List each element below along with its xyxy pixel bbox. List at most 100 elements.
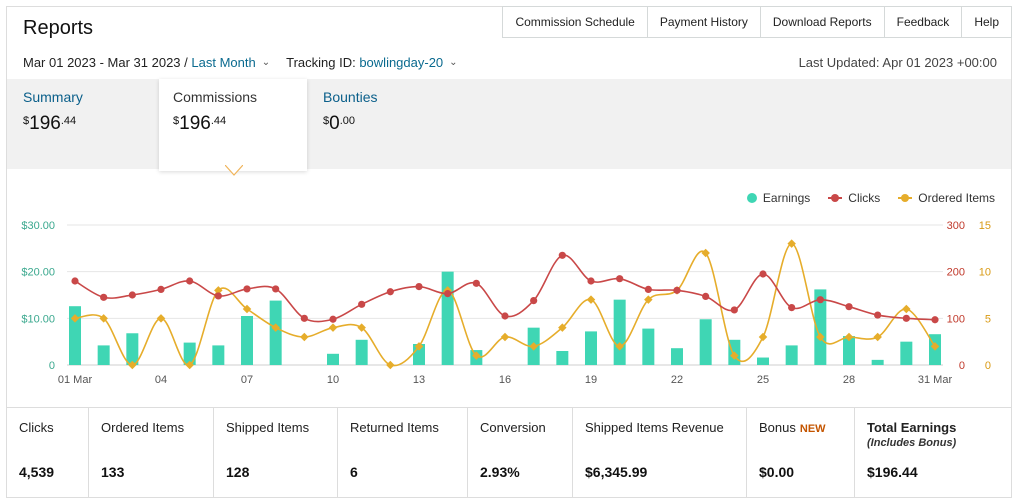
stat-label: Total Earnings <box>867 420 957 435</box>
clicks-point <box>444 290 452 298</box>
tab-bounties[interactable]: Bounties $0.00 <box>309 79 459 169</box>
stat-returned-items: Returned Items 6 <box>338 408 468 497</box>
clicks-point <box>358 300 366 308</box>
legend-label: Ordered Items <box>918 191 995 205</box>
y-right-clicks-tick-label: 200 <box>947 267 965 279</box>
ordered-items-point <box>844 332 854 342</box>
ordered-items-point <box>99 314 108 323</box>
ordered-items-point <box>328 323 338 332</box>
ordered-items-point <box>357 323 366 332</box>
earnings-chart: Earnings Clicks Ordered Items 0 0 0 $10.00 1… <box>7 175 1011 403</box>
y-left-tick-label: 0 <box>49 360 55 372</box>
legend-earnings[interactable]: Earnings <box>746 191 810 205</box>
clicks-line <box>74 254 936 323</box>
stat-total-earnings: Total Earnings (Includes Bonus) $196.44 <box>855 408 1011 497</box>
stat-label: Shipped Items <box>226 420 310 435</box>
y-right-items-tick-label: 15 <box>979 220 991 232</box>
earnings-bar <box>843 336 855 365</box>
earnings-bar <box>212 345 225 365</box>
clicks-point <box>558 251 566 259</box>
x-tick-label: 04 <box>155 374 167 386</box>
clicks-point <box>616 275 624 283</box>
clicks-point <box>902 314 910 322</box>
earnings-bar <box>613 299 626 365</box>
chevron-down-icon[interactable]: ⌄ <box>261 57 271 68</box>
download-reports-link[interactable]: Download Reports <box>759 7 884 37</box>
earnings-bar <box>642 328 655 365</box>
clicks-point <box>673 286 681 294</box>
x-tick-label: 13 <box>413 374 425 386</box>
chart-legend: Earnings Clicks Ordered Items <box>729 191 995 205</box>
stat-value: 133 <box>101 464 125 480</box>
earnings-bar <box>757 357 769 365</box>
clicks-point <box>931 316 939 324</box>
stat-label: Ordered Items <box>101 420 185 435</box>
earnings-bar <box>585 331 597 365</box>
ordered-items-point <box>816 332 825 342</box>
tab-amount: $196.44 <box>173 113 227 134</box>
stat-bonus: Bonus NEW $0.00 <box>747 408 855 497</box>
help-link[interactable]: Help <box>961 7 1011 37</box>
ordered-items-point <box>271 323 280 332</box>
stat-value: $6,345.99 <box>585 464 648 480</box>
legend-clicks[interactable]: Clicks <box>828 191 880 205</box>
tab-amount: $196.44 <box>23 113 77 134</box>
clicks-point <box>157 285 165 293</box>
ordered-items-point <box>242 304 252 314</box>
tab-label: Summary <box>23 89 83 105</box>
stat-value: 4,539 <box>19 464 55 480</box>
earnings-bar <box>441 271 454 365</box>
earnings-swatch-icon <box>746 193 757 203</box>
stat-ordered-items: Ordered Items 133 <box>89 408 214 497</box>
stat-label: Bonus NEW <box>759 420 826 435</box>
tab-commissions[interactable]: Commissions $196.44 <box>159 79 307 171</box>
clicks-point <box>874 311 882 319</box>
feedback-link[interactable]: Feedback <box>883 7 962 37</box>
clicks-point <box>186 277 194 285</box>
clicks-point <box>300 314 308 322</box>
stat-label: Shipped Items Revenue <box>585 420 724 435</box>
earnings-bar <box>327 353 339 365</box>
clicks-point <box>587 277 595 285</box>
ordered-items-point <box>701 248 710 258</box>
y-left-tick-label: $30.00 <box>21 220 55 232</box>
earnings-bar <box>871 359 884 365</box>
x-tick-label: 07 <box>241 374 253 386</box>
ordered-items-point <box>873 332 882 342</box>
clicks-point <box>329 315 337 323</box>
clicks-point <box>501 312 509 320</box>
ordered-items-point <box>500 332 510 342</box>
clicks-point <box>214 292 222 300</box>
y-right-clicks-tick-label: 300 <box>947 220 965 232</box>
clicks-point <box>530 297 538 305</box>
clicks-point <box>415 283 423 291</box>
tab-summary[interactable]: Summary $196.44 <box>9 79 159 169</box>
stat-label: Conversion <box>480 420 546 435</box>
earnings-bar <box>814 289 827 365</box>
clicks-point <box>702 292 710 300</box>
stat-label: Clicks <box>19 420 54 435</box>
clicks-point <box>100 293 108 301</box>
x-tick-label: 16 <box>499 374 511 386</box>
tracking-label: Tracking ID: <box>286 55 356 70</box>
x-tick-label: 22 <box>671 374 683 386</box>
stat-value: 128 <box>226 464 250 480</box>
payment-history-link[interactable]: Payment History <box>646 7 760 37</box>
earnings-bar <box>126 333 139 365</box>
chevron-down-icon[interactable]: ⌄ <box>449 57 458 68</box>
earnings-bar <box>900 341 913 365</box>
chart-plot: 0 0 0 $10.00 100 5 $20.00 200 10 $30.00 300 15 01 Ma… <box>21 220 991 386</box>
legend-label: Clicks <box>848 191 881 205</box>
ordered-items-point <box>386 360 395 370</box>
ordered-items-point <box>128 360 137 370</box>
period-dropdown[interactable]: Last Month <box>191 55 256 70</box>
stat-shipped-revenue: Shipped Items Revenue $6,345.99 <box>573 408 747 497</box>
tracking-id-dropdown[interactable]: bowlingday-20 <box>359 55 444 70</box>
earnings-bar <box>785 345 798 365</box>
earnings-bar <box>355 339 368 365</box>
legend-ordered-items[interactable]: Ordered Items <box>898 191 995 205</box>
commission-schedule-link[interactable]: Commission Schedule <box>515 15 635 29</box>
ordered-items-point <box>156 314 166 323</box>
earnings-bar <box>556 351 569 365</box>
y-right-items-tick-label: 10 <box>979 267 991 279</box>
